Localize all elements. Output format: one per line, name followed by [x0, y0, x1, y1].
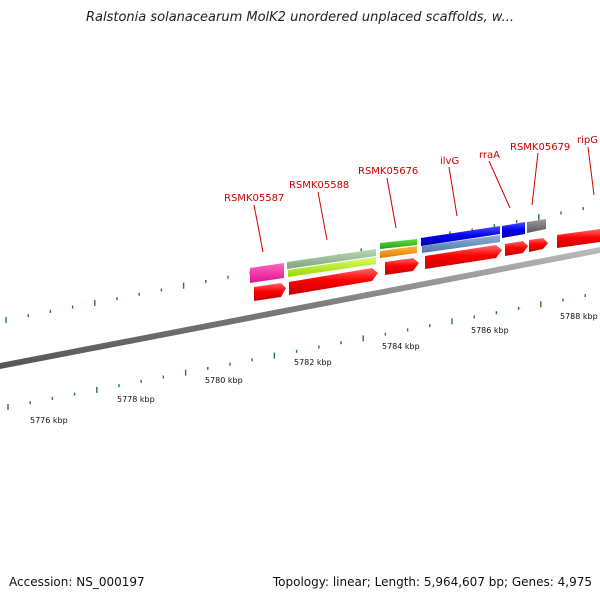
genome-summary-text: Topology: linear; Length: 5,964,607 bp; … [272, 575, 592, 589]
cds-arrow-RSMK05587[interactable] [254, 283, 286, 301]
cds-arrow-ilvG[interactable] [425, 245, 502, 269]
cds-arrow-RSMK05588[interactable] [289, 268, 378, 295]
ruler-label: 5782 kbp [294, 358, 332, 367]
gene-feature-RSMK05676-orange[interactable] [380, 246, 417, 258]
gene-feature-ripG-red[interactable] [557, 229, 600, 248]
cds-track [254, 238, 548, 301]
gene-feature-RSMK05676-green[interactable] [380, 239, 417, 249]
ruler-label: 5788 kbp [560, 312, 598, 321]
map-title: Ralstonia solanacearum MolK2 unordered u… [85, 10, 514, 25]
ruler-label: 5786 kbp [471, 326, 509, 335]
genome-backbone [0, 247, 600, 369]
gene-label-rraA[interactable]: rraA [479, 150, 500, 161]
ruler-label: 5780 kbp [205, 376, 243, 385]
leader-line [488, 160, 511, 209]
gene-label-RSMK05679[interactable]: RSMK05679 [510, 142, 570, 153]
ruler-label: 5778 kbp [117, 395, 155, 404]
ruler-labels: 5776 kbp 5778 kbp 5780 kbp 5782 kbp 5784… [30, 312, 598, 425]
gene-label-ripG[interactable]: ripG [577, 135, 598, 146]
gene-label-RSMK05588[interactable]: RSMK05588 [289, 180, 349, 191]
accession-text: Accession: NS_000197 [9, 575, 145, 589]
gene-feature-RSMK05679-grey[interactable] [527, 219, 546, 233]
gene-labels: RSMK05587 RSMK05588 RSMK05676 ilvG rraA … [224, 135, 598, 204]
gene-label-ilvG[interactable]: ilvG [440, 156, 459, 167]
ruler-label: 5784 kbp [382, 342, 420, 351]
gene-feature-RSMK05588-sage[interactable] [287, 249, 376, 269]
leader-line [386, 177, 397, 229]
leader-line [448, 166, 458, 217]
cds-arrow-RSMK05679[interactable] [529, 238, 548, 252]
leader-line [587, 146, 595, 196]
lower-tick-ruler [7, 294, 586, 410]
label-leaders [253, 146, 595, 253]
gene-feature-ilvG-blue[interactable] [421, 226, 500, 246]
gene-label-RSMK05587[interactable]: RSMK05587 [224, 193, 284, 204]
feature-track-1 [380, 219, 600, 249]
leader-line [317, 191, 328, 241]
leader-line [531, 152, 539, 206]
gene-feature-RSMK05588-lime[interactable] [288, 257, 376, 277]
gene-label-RSMK05676[interactable]: RSMK05676 [358, 166, 418, 177]
gene-feature-rraA-blue[interactable] [502, 222, 525, 238]
ruler-label: 5776 kbp [30, 416, 68, 425]
leader-line [253, 204, 264, 253]
gene-feature-RSMK05587-pink[interactable] [250, 263, 284, 283]
cds-arrow-rraA[interactable] [505, 241, 528, 256]
feature-track-2 [250, 235, 500, 283]
gene-feature-ilvG-steel[interactable] [422, 235, 500, 253]
cds-arrow-RSMK05676[interactable] [385, 258, 419, 275]
